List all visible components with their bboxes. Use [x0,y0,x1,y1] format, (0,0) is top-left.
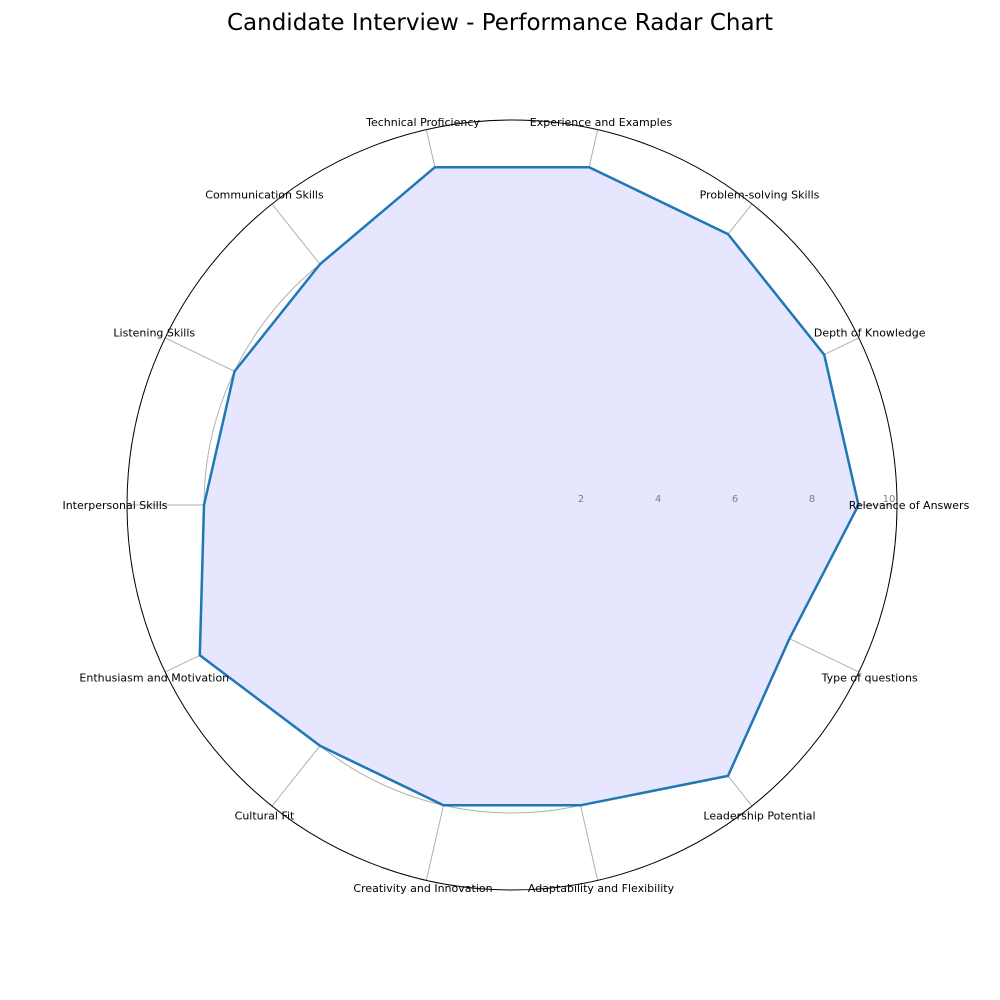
category-label: Relevance of Answers [849,499,970,512]
r-tick-label: 10 [883,494,896,505]
r-tick-label: 6 [732,494,738,505]
category-label: Enthusiasm and Motivation [79,671,229,684]
r-tick-label: 8 [809,494,815,505]
category-label: Cultural Fit [235,809,295,822]
category-label: Leadership Potential [703,809,815,822]
category-label: Communication Skills [205,189,324,202]
category-label: Technical Proficiency [365,116,480,129]
category-label: Depth of Knowledge [814,327,926,340]
chart-title: Candidate Interview - Performance Radar … [226,10,774,36]
category-label: Experience and Examples [530,116,673,129]
category-label: Adaptability and Flexibility [528,882,675,895]
r-tick-label: 4 [655,494,661,505]
category-label: Interpersonal Skills [62,499,167,512]
r-tick-label: 2 [578,494,584,505]
category-label: Problem-solving Skills [700,189,820,202]
series-fill [199,167,859,806]
category-label: Listening Skills [113,327,195,340]
category-label: Creativity and Innovation [353,882,492,895]
category-label: Type of questions [821,671,918,684]
data-layer [198,165,860,807]
radar-outline [126,119,898,891]
